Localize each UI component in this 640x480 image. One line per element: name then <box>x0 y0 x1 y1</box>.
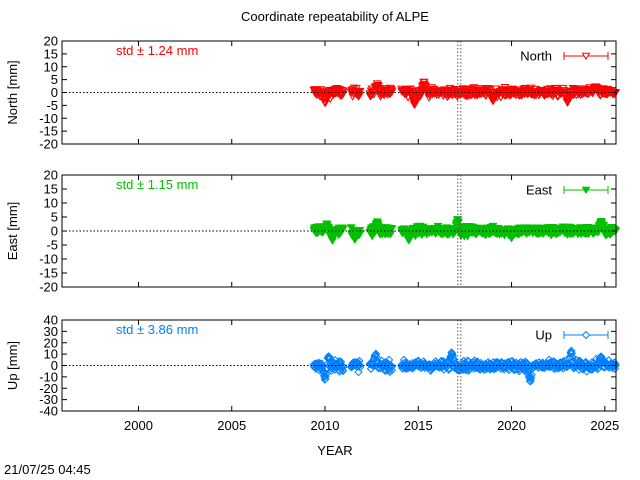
up-y-axis-label: Up [mm] <box>5 341 20 390</box>
east-y-tick-label: -20 <box>39 280 58 295</box>
north-y-tick-label: 5 <box>51 72 58 87</box>
east-y-tick-label: 10 <box>44 196 58 211</box>
north-data-point <box>485 86 495 94</box>
north-y-tick-label: -20 <box>39 137 58 152</box>
up-y-tick-label: -40 <box>39 404 58 419</box>
north-y-tick-label: -15 <box>39 124 58 139</box>
up-legend-label: Up <box>535 328 552 343</box>
east-data-points <box>309 216 621 245</box>
north-y-tick-label: -5 <box>46 98 58 113</box>
east-legend-label: East <box>526 183 552 198</box>
north-data-point <box>348 93 358 101</box>
north-data-point <box>338 91 348 99</box>
up-y-tick-label: 40 <box>44 313 58 328</box>
east-y-tick-label: -5 <box>46 238 58 253</box>
north-std-annotation: std ± 1.24 mm <box>116 43 198 58</box>
up-y-tick-label: 30 <box>44 324 58 339</box>
up-y-tick-label: 10 <box>44 347 58 362</box>
up-data-point <box>385 367 395 377</box>
up-data-point <box>317 359 326 368</box>
up-data-point <box>527 370 536 379</box>
north-data-point <box>355 87 365 96</box>
north-data-point <box>483 84 493 93</box>
x-tick-label: 2000 <box>124 418 153 433</box>
up-legend-marker <box>581 330 591 340</box>
timestamp-label: 21/07/25 04:45 <box>4 462 91 477</box>
north-y-tick-label: 10 <box>44 59 58 74</box>
east-data-point <box>387 225 397 233</box>
north-y-tick-label: 20 <box>44 34 58 49</box>
north-y-tick-label: 0 <box>51 85 58 100</box>
up-data-point <box>522 363 531 373</box>
north-data-point <box>484 88 494 97</box>
up-y-tick-label: -10 <box>39 369 58 384</box>
up-y-tick-label: -30 <box>39 392 58 407</box>
north-data-point <box>338 88 348 96</box>
up-data-point <box>567 349 576 358</box>
north-y-axis-label: North [mm] <box>5 60 20 124</box>
north-data-point <box>325 95 335 104</box>
east-y-tick-label: -15 <box>39 266 58 281</box>
x-tick-label: 2010 <box>311 418 340 433</box>
up-data-point <box>354 367 363 377</box>
east-data-point <box>454 218 463 227</box>
up-data-point <box>386 361 396 370</box>
north-legend-marker <box>581 52 591 61</box>
up-std-annotation: std ± 3.86 mm <box>116 322 198 337</box>
up-data-point <box>355 361 364 370</box>
up-data-point <box>568 352 577 362</box>
north-data-point <box>419 78 429 87</box>
east-y-tick-label: -10 <box>39 252 58 267</box>
east-y-tick-label: 0 <box>51 224 58 239</box>
north-legend-label: North <box>520 49 552 64</box>
x-tick-label: 2020 <box>497 418 526 433</box>
north-data-point <box>421 83 431 91</box>
east-y-tick-label: 5 <box>51 210 58 225</box>
up-y-tick-label: 20 <box>44 335 58 350</box>
north-y-tick-label: 15 <box>44 46 58 61</box>
x-tick-label: 2015 <box>404 418 433 433</box>
up-data-point <box>522 359 531 368</box>
up-data-point <box>319 371 329 380</box>
north-data-point <box>387 88 397 96</box>
up-data-point <box>321 369 331 379</box>
x-axis-label: YEAR <box>317 443 352 458</box>
east-y-tick-label: 20 <box>44 168 58 183</box>
north-y-tick-label: -10 <box>39 111 58 126</box>
up-y-tick-label: 0 <box>51 358 58 373</box>
up-data-points <box>309 346 620 386</box>
east-legend-marker <box>581 186 591 195</box>
up-data-point <box>387 362 396 372</box>
east-y-tick-label: 15 <box>44 182 58 197</box>
up-data-point <box>355 363 365 372</box>
up-data-point <box>338 366 348 376</box>
x-tick-label: 2005 <box>217 418 246 433</box>
chart-title: Coordinate repeatability of ALPE <box>241 9 429 24</box>
north-data-points <box>309 78 621 110</box>
east-std-annotation: std ± 1.15 mm <box>116 177 198 192</box>
x-tick-label: 2025 <box>590 418 619 433</box>
east-data-point <box>338 225 348 233</box>
up-data-point <box>448 350 457 359</box>
north-data-point <box>406 85 415 94</box>
east-y-axis-label: East [mm] <box>5 202 20 261</box>
up-data-point <box>387 365 397 375</box>
north-data-point <box>568 84 578 93</box>
up-y-tick-label: -20 <box>39 381 58 396</box>
up-data-point <box>448 352 457 361</box>
north-data-point <box>418 81 428 90</box>
